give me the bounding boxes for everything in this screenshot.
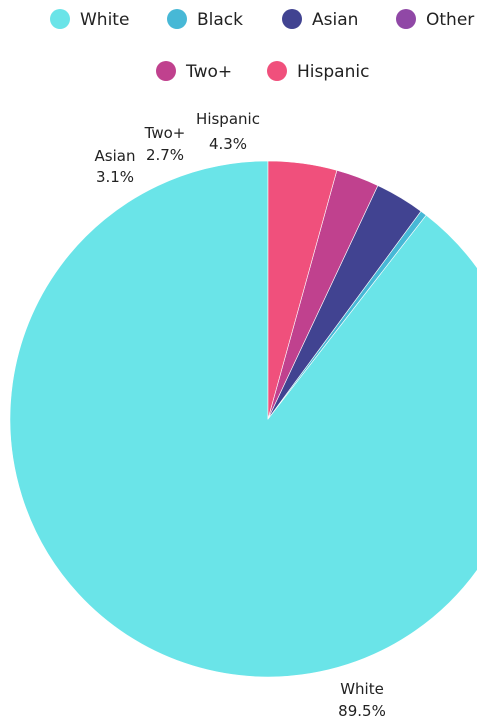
slice-label-category: Hispanic [196,110,260,128]
legend-label: Hispanic [297,62,369,82]
legend-label: Other [426,10,474,30]
legend: White Black Asian Other Two+ Hispanic [50,9,474,82]
legend-swatch [396,9,416,29]
slice-label-two-plus: Two+ 2.7% [144,124,186,164]
slice-white[interactable] [9,160,477,678]
legend-item-white[interactable]: White [50,9,129,30]
legend-item-other[interactable]: Other [396,9,474,30]
slice-label-value: 2.7% [146,146,184,164]
slice-label-value: 3.1% [96,168,134,186]
slice-label-asian: Asian 3.1% [95,147,136,186]
legend-label: Two+ [185,62,232,82]
slice-label-value: 89.5% [338,702,386,720]
legend-item-black[interactable]: Black [167,9,243,30]
legend-label: Black [197,10,243,30]
legend-swatch [167,9,187,29]
legend-swatch [50,9,70,29]
slice-hispanic[interactable] [267,160,338,420]
slice-label-hispanic: Hispanic 4.3% [196,110,260,153]
slice-labels: White 89.5% Asian 3.1% Two+ 2.7% Hispanic 4.3% [95,110,386,720]
legend-label: Asian [312,10,358,30]
slice-label-category: Two+ [144,124,186,142]
slice-label-value: 4.3% [209,135,247,153]
legend-swatch [156,61,176,81]
pie-slices [9,160,477,678]
legend-item-asian[interactable]: Asian [282,9,358,30]
slice-label-category: White [340,680,384,698]
legend-item-two-plus[interactable]: Two+ [156,61,232,82]
legend-swatch [267,61,287,81]
legend-label: White [80,10,129,30]
legend-swatch [282,9,302,29]
slice-label-white: White 89.5% [338,680,386,720]
slice-label-category: Asian [95,147,136,165]
legend-item-hispanic[interactable]: Hispanic [267,61,369,82]
